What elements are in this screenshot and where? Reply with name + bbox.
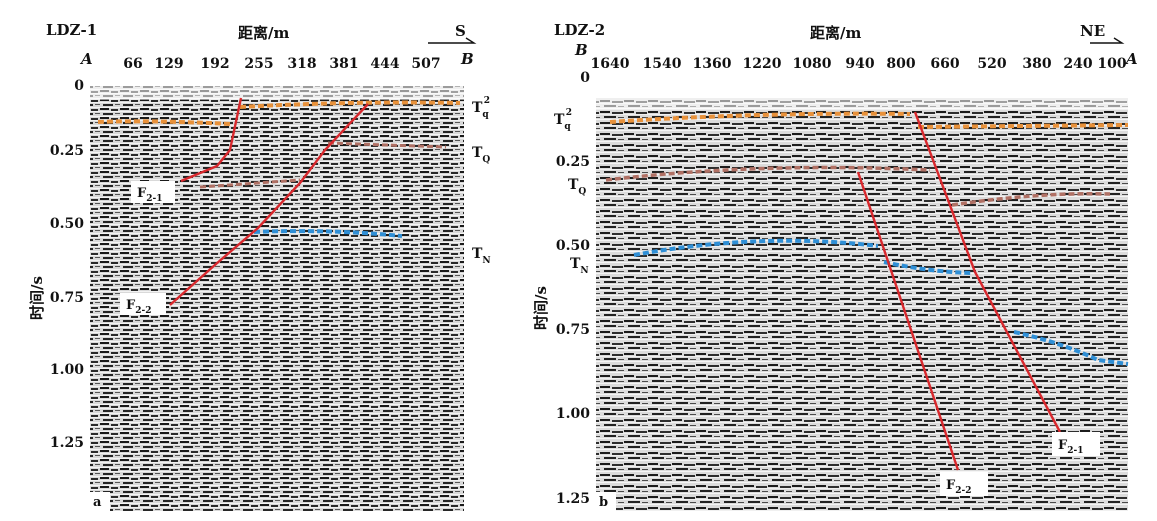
direction-label-b: NE [1080, 22, 1105, 40]
x-ticks-a: 66 129 192 255 318 381 444 507 [123, 56, 440, 72]
y-tick: 0 [580, 70, 590, 86]
panel-a: LDZ-1 距离/m S A B 66 129 192 255 318 381 … [28, 21, 491, 511]
x-tick: 1220 [743, 56, 782, 72]
endpoint-start-b: B [574, 41, 588, 59]
x-tick: 192 [200, 56, 229, 72]
x-tick: 318 [287, 56, 316, 72]
fault-f2-2-a [169, 103, 369, 306]
horizon-tq-a [327, 141, 447, 149]
horizon-tq2-b [609, 111, 911, 124]
direction-arrow-a [428, 37, 477, 44]
y-tick: 0.75 [556, 322, 590, 338]
y-ticks-a: 0 0.25 0.50 0.75 1.00 1.25 [50, 78, 84, 451]
horizon-tq-b [605, 165, 931, 182]
y-tick: 0.50 [556, 238, 590, 254]
horizon-label-tn-a: TN [472, 246, 491, 266]
panel-label-b: b [594, 492, 616, 511]
fault-f2-2-b [856, 171, 960, 471]
direction-arrow-b [1090, 37, 1125, 44]
y-tick: 0.25 [556, 154, 590, 170]
y-tick: 0.75 [50, 290, 84, 306]
x-axis-label-b: 距离/m [810, 24, 861, 42]
x-tick: 100 [1097, 56, 1126, 72]
y-tick: 1.00 [556, 406, 590, 422]
horizon-tq2-b-east [917, 123, 1129, 129]
fault-label-f2-2-a: F2-2 [120, 293, 166, 316]
svg-text:F2-1: F2-1 [1058, 438, 1084, 456]
horizon-label-tq-b: TQ [568, 177, 586, 197]
horizon-tq2-a [97, 119, 231, 126]
horizon-label-tq-a: TQ [472, 145, 490, 165]
y-tick: 0.50 [50, 216, 84, 232]
line-name-a: LDZ-1 [46, 21, 97, 39]
svg-text:F2-1: F2-1 [137, 186, 163, 204]
horizon-tn-b-east [1013, 330, 1129, 366]
endpoint-end-b: A [1124, 50, 1138, 68]
horizon-label-tq2-a: Tq2 [472, 96, 490, 120]
x-tick: 380 [1022, 56, 1051, 72]
svg-text:a: a [93, 495, 102, 510]
y-axis-label-a: 时间/s [28, 276, 46, 320]
horizon-tn-a [253, 229, 403, 238]
fault-label-f2-1-b: F2-1 [1052, 432, 1100, 456]
x-tick: 1080 [793, 56, 832, 72]
x-ticks-b: 1640 1540 1360 1220 1080 940 800 660 520… [591, 56, 1127, 72]
horizon-tq-a-west [199, 178, 301, 189]
x-tick: 255 [244, 56, 273, 72]
horizon-tq-b-east [951, 191, 1111, 207]
x-tick: 507 [411, 56, 440, 72]
x-tick: 240 [1063, 56, 1092, 72]
line-name-b: LDZ-2 [554, 21, 605, 39]
x-tick: 381 [329, 56, 358, 72]
x-axis-label-a: 距离/m [238, 24, 289, 42]
horizon-tn-b-mid [883, 260, 973, 275]
y-tick: 1.25 [50, 435, 84, 451]
panel-label-a: a [88, 492, 110, 511]
endpoint-start-a: A [79, 50, 93, 68]
fault-f2-1-a [180, 97, 243, 183]
y-ticks-b: 0 0.25 0.50 0.75 1.00 1.25 [556, 70, 590, 507]
x-tick: 444 [370, 56, 399, 72]
svg-text:b: b [599, 495, 608, 510]
seismic-section-b [596, 98, 1128, 511]
x-tick: 1640 [591, 56, 630, 72]
y-tick: 1.00 [50, 362, 84, 378]
x-tick: 660 [930, 56, 959, 72]
y-tick: 0.25 [50, 143, 84, 159]
x-tick: 129 [154, 56, 183, 72]
endpoint-end-a: B [460, 50, 474, 68]
horizon-label-tn-b: TN [570, 256, 589, 276]
svg-text:F2-2: F2-2 [946, 478, 972, 496]
y-tick: 0 [74, 78, 84, 94]
fault-f2-1-b [913, 111, 1062, 433]
svg-text:F2-2: F2-2 [126, 298, 152, 316]
x-tick: 800 [886, 56, 915, 72]
panel-b: LDZ-2 距离/m NE B A 1640 1540 1360 1220 10… [532, 21, 1138, 511]
direction-label-a: S [455, 22, 466, 40]
fault-label-f2-1-a: F2-1 [131, 181, 175, 204]
x-tick: 1540 [643, 56, 682, 72]
horizon-tn-b [633, 238, 879, 257]
y-axis-label-b: 时间/s [532, 286, 550, 330]
x-tick: 1360 [693, 56, 732, 72]
y-tick: 1.25 [556, 491, 590, 507]
x-tick: 66 [123, 56, 142, 72]
x-tick: 520 [977, 56, 1006, 72]
horizon-label-tq2-b: Tq2 [554, 108, 572, 132]
horizon-tq2-a-east [239, 100, 461, 109]
x-tick: 940 [845, 56, 874, 72]
fault-label-f2-2-b: F2-2 [940, 472, 988, 496]
